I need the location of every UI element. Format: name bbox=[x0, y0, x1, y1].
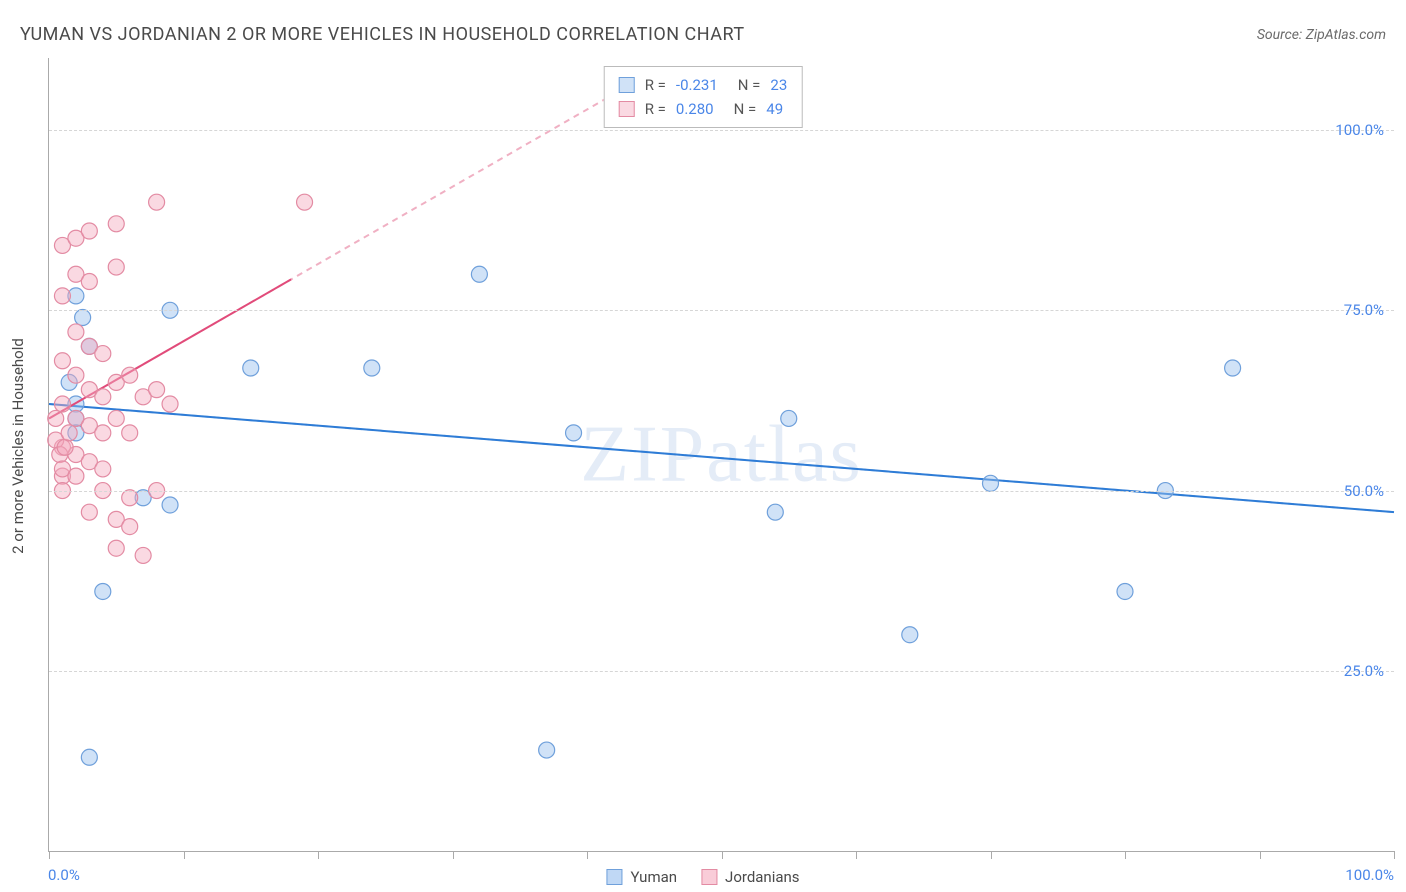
scatter-point bbox=[54, 396, 70, 412]
legend-swatch bbox=[606, 869, 622, 885]
scatter-point bbox=[95, 461, 111, 477]
scatter-plot-svg bbox=[49, 58, 1394, 851]
scatter-point bbox=[68, 324, 84, 340]
x-tick bbox=[453, 851, 454, 859]
scatter-point bbox=[983, 475, 999, 491]
x-tick bbox=[856, 851, 857, 859]
y-tick-label: 75.0% bbox=[1344, 301, 1384, 319]
scatter-point bbox=[61, 425, 77, 441]
scatter-point bbox=[95, 583, 111, 599]
scatter-point bbox=[68, 367, 84, 383]
scatter-point bbox=[767, 504, 783, 520]
y-axis-label: 2 or more Vehicles in Household bbox=[9, 338, 27, 554]
scatter-point bbox=[162, 497, 178, 513]
scatter-point bbox=[108, 540, 124, 556]
stats-row: R = -0.231 N = 23 bbox=[619, 73, 788, 97]
scatter-point bbox=[81, 504, 97, 520]
stats-legend-box: R = -0.231 N = 23 R = 0.280 N = 49 bbox=[604, 66, 803, 128]
gridline bbox=[49, 671, 1394, 672]
scatter-point bbox=[57, 439, 73, 455]
scatter-point bbox=[81, 749, 97, 765]
chart-title: YUMAN VS JORDANIAN 2 OR MORE VEHICLES IN… bbox=[20, 24, 745, 45]
scatter-point bbox=[135, 547, 151, 563]
scatter-point bbox=[95, 346, 111, 362]
stats-r-value: -0.231 bbox=[676, 73, 718, 97]
scatter-point bbox=[1225, 360, 1241, 376]
legend-item: Jordanians bbox=[701, 868, 800, 886]
scatter-point bbox=[122, 519, 138, 535]
scatter-point bbox=[122, 425, 138, 441]
stats-n-value: 23 bbox=[770, 73, 787, 97]
scatter-point bbox=[95, 425, 111, 441]
stats-swatch bbox=[619, 101, 635, 117]
stats-r-label: R = bbox=[645, 97, 666, 121]
x-tick bbox=[587, 851, 588, 859]
stats-n-label: N = bbox=[738, 73, 761, 97]
legend-label: Jordanians bbox=[725, 868, 800, 886]
gridline bbox=[49, 130, 1394, 131]
scatter-point bbox=[81, 223, 97, 239]
y-tick-label: 100.0% bbox=[1335, 121, 1384, 139]
scatter-point bbox=[471, 266, 487, 282]
scatter-point bbox=[781, 410, 797, 426]
y-tick-label: 25.0% bbox=[1344, 662, 1384, 680]
scatter-point bbox=[122, 367, 138, 383]
title-bar: YUMAN VS JORDANIAN 2 OR MORE VEHICLES IN… bbox=[20, 24, 1386, 45]
scatter-point bbox=[1117, 583, 1133, 599]
scatter-point bbox=[108, 410, 124, 426]
x-tick bbox=[1260, 851, 1261, 859]
stats-n-label: N = bbox=[734, 97, 757, 121]
scatter-point bbox=[48, 410, 64, 426]
scatter-point bbox=[54, 353, 70, 369]
x-tick bbox=[184, 851, 185, 859]
legend-bottom: Yuman Jordanians bbox=[606, 868, 799, 886]
legend-label: Yuman bbox=[630, 868, 677, 886]
x-tick bbox=[722, 851, 723, 859]
scatter-point bbox=[54, 288, 70, 304]
scatter-point bbox=[149, 194, 165, 210]
x-tick bbox=[49, 851, 50, 859]
scatter-point bbox=[122, 490, 138, 506]
gridline bbox=[49, 310, 1394, 311]
scatter-point bbox=[539, 742, 555, 758]
stats-row: R = 0.280 N = 49 bbox=[619, 97, 788, 121]
legend-item: Yuman bbox=[606, 868, 677, 886]
stats-r-label: R = bbox=[645, 73, 666, 97]
x-tick bbox=[1394, 851, 1395, 859]
scatter-point bbox=[566, 425, 582, 441]
source-label: Source: ZipAtlas.com bbox=[1257, 27, 1386, 43]
scatter-point bbox=[149, 382, 165, 398]
x-tick bbox=[1125, 851, 1126, 859]
trend-line-solid bbox=[49, 404, 1394, 512]
scatter-point bbox=[68, 468, 84, 484]
scatter-point bbox=[75, 310, 91, 326]
x-tick bbox=[318, 851, 319, 859]
legend-swatch bbox=[701, 869, 717, 885]
x-axis-min-label: 0.0% bbox=[48, 866, 80, 884]
stats-swatch bbox=[619, 77, 635, 93]
scatter-point bbox=[243, 360, 259, 376]
gridline bbox=[49, 491, 1394, 492]
chart-area: ZIPatlas 25.0%50.0%75.0%100.0% bbox=[48, 58, 1394, 852]
scatter-point bbox=[902, 627, 918, 643]
x-tick bbox=[991, 851, 992, 859]
scatter-point bbox=[95, 389, 111, 405]
scatter-point bbox=[81, 273, 97, 289]
scatter-point bbox=[108, 216, 124, 232]
scatter-point bbox=[364, 360, 380, 376]
y-tick-label: 50.0% bbox=[1344, 482, 1384, 500]
scatter-point bbox=[162, 396, 178, 412]
scatter-point bbox=[297, 194, 313, 210]
stats-r-value: 0.280 bbox=[676, 97, 714, 121]
stats-n-value: 49 bbox=[766, 97, 783, 121]
x-axis-max-label: 100.0% bbox=[1345, 866, 1394, 884]
scatter-point bbox=[108, 259, 124, 275]
